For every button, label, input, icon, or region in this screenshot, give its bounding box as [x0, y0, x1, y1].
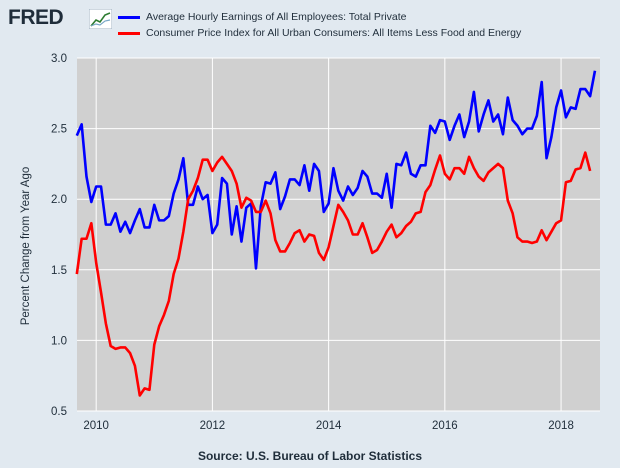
- fred-logo-chart-icon: [89, 9, 112, 29]
- legend-label-earnings: Average Hourly Earnings of All Employees…: [146, 11, 407, 23]
- legend-swatch-earnings: [118, 15, 140, 19]
- y-tick-label: 2.5: [51, 124, 67, 136]
- y-tick-label: 1.5: [51, 265, 67, 277]
- legend-item-cpi: Consumer Price Index for All Urban Consu…: [118, 27, 521, 39]
- legend-item-earnings: Average Hourly Earnings of All Employees…: [118, 11, 407, 23]
- x-tick-label: 2018: [548, 420, 574, 432]
- y-tick-label: 0.5: [51, 406, 67, 418]
- legend-label-cpi: Consumer Price Index for All Urban Consu…: [146, 27, 522, 39]
- series-line-cpi: [75, 151, 592, 397]
- y-tick-label: 3.0: [51, 53, 67, 65]
- source-note: Source: U.S. Bureau of Labor Statistics: [197, 449, 423, 463]
- x-tick-label: 2016: [432, 420, 458, 432]
- x-tick-label: 2010: [83, 420, 109, 432]
- fred-logo: FRED: [8, 6, 64, 29]
- x-tick-label: 2014: [316, 420, 342, 432]
- y-tick-label: 2.0: [51, 194, 67, 206]
- legend-swatch-cpi: [118, 31, 140, 35]
- x-tick-label: 2012: [200, 420, 226, 432]
- y-axis-label: Percent Change from Year Ago: [20, 166, 32, 326]
- plot-area: [77, 58, 600, 411]
- y-tick-label: 1.0: [51, 335, 67, 347]
- series-line-earnings: [75, 70, 597, 270]
